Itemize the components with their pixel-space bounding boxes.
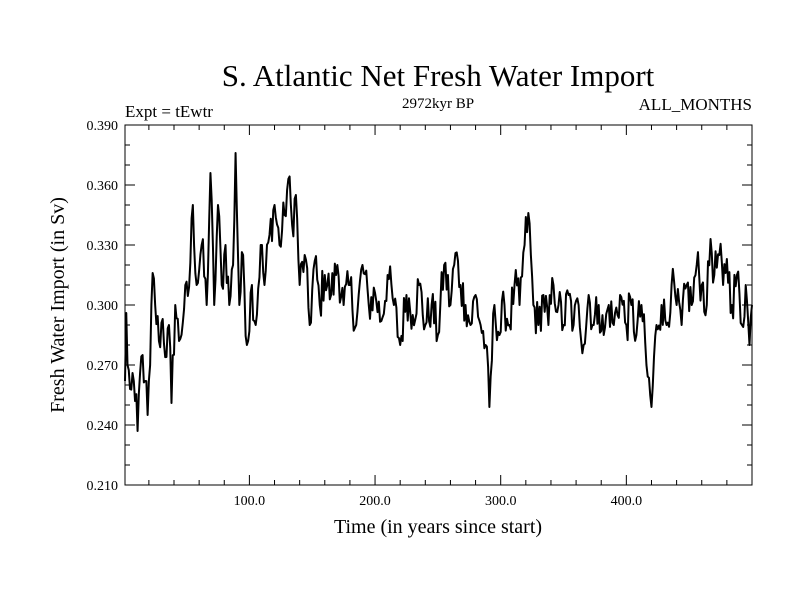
y-tick-label: 0.270 (87, 359, 119, 374)
y-tick-label: 0.330 (87, 239, 119, 254)
y-tick-label: 0.240 (87, 419, 119, 434)
experiment-label: Expt = tEwtr (125, 102, 213, 121)
x-axis-label: Time (in years since start) (334, 516, 542, 538)
y-tick-label: 0.390 (87, 119, 119, 134)
axis-tick-labels: 100.0 200.0 300.0 400.0 0.210 0.240 0.270 0.300… (87, 119, 643, 509)
months-label: ALL_MONTHS (639, 95, 752, 114)
plot-frame (124, 124, 753, 486)
chart-title: S. Atlantic Net Fresh Water Import (222, 58, 655, 93)
y-tick-label: 0.300 (87, 299, 119, 314)
x-tick-label: 200.0 (359, 494, 391, 509)
x-tick-label: 400.0 (611, 494, 643, 509)
x-tick-label: 300.0 (485, 494, 517, 509)
y-axis-label: Fresh Water Import (in Sv) (47, 197, 69, 413)
data-series-line (124, 152, 753, 432)
axis-ticks (125, 124, 752, 486)
y-tick-label: 0.360 (87, 179, 119, 194)
x-tick-label: 100.0 (234, 494, 266, 509)
chart-subtitle: 2972kyr BP (402, 96, 474, 112)
y-tick-label: 0.210 (87, 479, 119, 494)
